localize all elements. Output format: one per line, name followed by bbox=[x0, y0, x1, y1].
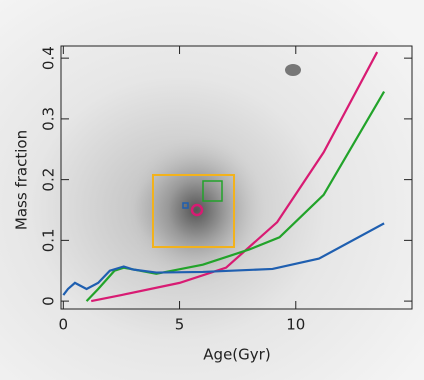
green-box bbox=[202, 180, 223, 202]
star bbox=[285, 64, 301, 76]
series-line bbox=[91, 51, 379, 303]
blue-box bbox=[182, 202, 189, 209]
y-axis-label: Mass fraction bbox=[13, 130, 31, 230]
x-tick-label: 0 bbox=[59, 316, 69, 334]
y-tick-label: 0 bbox=[40, 296, 58, 306]
series-line bbox=[85, 90, 386, 302]
series-line bbox=[62, 222, 385, 296]
y-tick-label: 0.2 bbox=[40, 168, 58, 192]
plot-frame bbox=[60, 45, 413, 310]
yellow-box bbox=[152, 174, 235, 248]
x-tick-label: 10 bbox=[286, 316, 305, 334]
y-tick-label: 0.1 bbox=[40, 228, 58, 252]
y-tick-label: 0.4 bbox=[40, 46, 58, 70]
y-tick-label: 0.3 bbox=[40, 107, 58, 131]
magenta-circle bbox=[190, 203, 204, 217]
x-axis-label: Age(Gyr) bbox=[203, 346, 270, 364]
galaxy-core bbox=[126, 135, 266, 285]
x-tick-label: 5 bbox=[175, 316, 185, 334]
